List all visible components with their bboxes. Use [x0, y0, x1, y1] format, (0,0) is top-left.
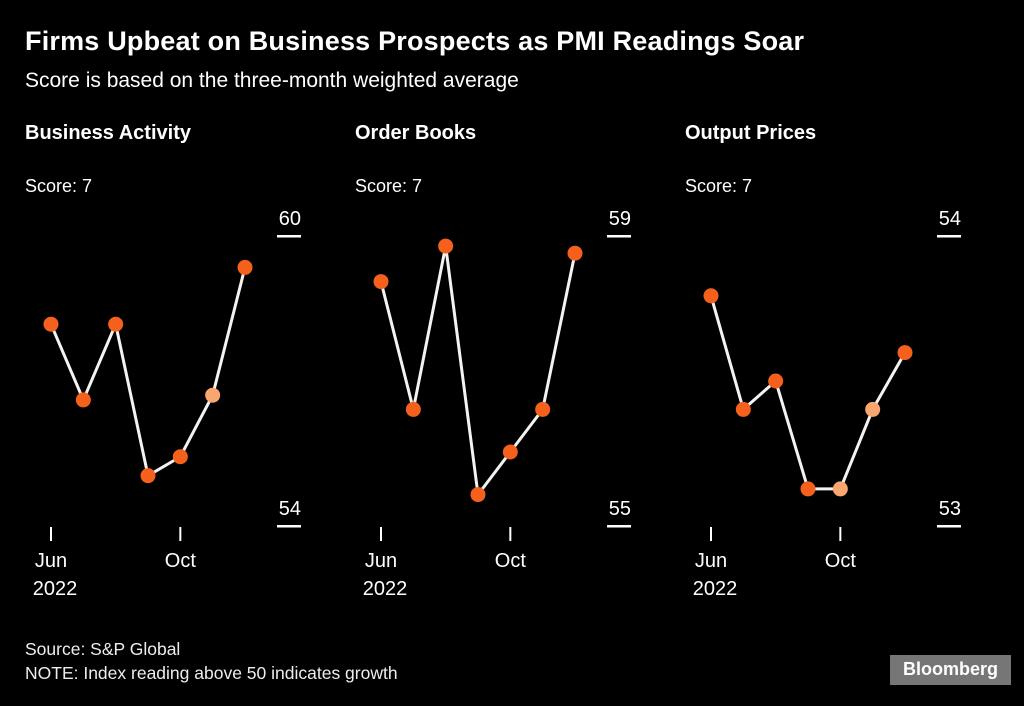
- y-axis-max-tick: [607, 235, 631, 238]
- y-axis-max-label: 60: [279, 208, 301, 230]
- score-label: Score: 7: [355, 176, 423, 197]
- x-axis-year-label: 2022: [33, 578, 78, 600]
- page-title: Firms Upbeat on Business Prospects as PM…: [25, 26, 805, 56]
- data-point: [800, 481, 816, 497]
- y-axis-min-label: 54: [279, 498, 301, 520]
- data-point: [108, 317, 124, 333]
- data-point-highlighted: [832, 481, 848, 497]
- footer-notes: Source: S&P Global NOTE: Index reading a…: [25, 637, 398, 685]
- data-point: [470, 487, 486, 503]
- y-axis-min-tick: [937, 525, 961, 528]
- data-point: [172, 449, 188, 465]
- y-axis-min-label: 55: [609, 498, 631, 520]
- bloomberg-logo: Bloomberg: [889, 655, 1011, 686]
- data-point: [373, 274, 389, 290]
- chart-header: Firms Upbeat on Business Prospects as PM…: [25, 26, 999, 94]
- order-books-line-chart: 59 55 Jun 2022 Oct: [363, 208, 631, 600]
- panel-business-activity: Business Activity Score: 7 60 54 Jun 2022 Oc…: [25, 122, 355, 603]
- data-point: [567, 246, 583, 262]
- x-axis-label: Oct: [165, 550, 197, 572]
- panel-title: Order Books: [355, 122, 477, 145]
- data-point: [43, 317, 59, 333]
- trend-line: [709, 294, 907, 491]
- data-point-highlighted: [205, 388, 221, 404]
- y-axis-max-label: 59: [609, 208, 631, 230]
- score-label: Score: 7: [25, 176, 93, 197]
- panel-order-books: Order Books Score: 7 59 55 Jun 2022 Oct: [355, 122, 685, 603]
- data-point: [438, 238, 454, 254]
- data-point: [502, 444, 518, 460]
- data-point: [535, 402, 551, 418]
- data-point-highlighted: [865, 402, 881, 418]
- data-point: [897, 345, 913, 361]
- data-point: [768, 373, 784, 389]
- x-axis-label: Jun: [365, 550, 397, 572]
- output-prices-line-chart: 54 53 Jun 2022 Oct: [693, 208, 961, 600]
- score-label: Score: 7: [685, 176, 753, 197]
- chart-panels: Business Activity Score: 7 60 54 Jun 2022 Oc…: [25, 122, 999, 603]
- y-axis-max-label: 54: [939, 208, 961, 230]
- y-axis-max-tick: [937, 235, 961, 238]
- x-axis-label: Oct: [495, 550, 527, 572]
- y-axis-min-tick: [607, 525, 631, 528]
- trend-line: [379, 244, 577, 497]
- panel-title: Business Activity: [25, 122, 191, 145]
- y-axis-min-tick: [277, 525, 301, 528]
- x-axis-label: Oct: [825, 550, 857, 572]
- data-point: [405, 402, 421, 418]
- data-point: [237, 260, 253, 276]
- x-axis-label: Jun: [35, 550, 67, 572]
- x-axis-year-label: 2022: [363, 578, 408, 600]
- y-axis-max-tick: [277, 235, 301, 238]
- source-note: Source: S&P Global: [25, 639, 181, 660]
- panel-output-prices: Output Prices Score: 7 54 53 Jun 2022 Oct: [685, 122, 1015, 603]
- panel-title: Output Prices: [685, 122, 817, 145]
- page-subtitle: Score is based on the three-month weight…: [25, 69, 519, 93]
- data-point: [735, 402, 751, 418]
- chart-footer: Source: S&P Global NOTE: Index reading a…: [25, 637, 1011, 686]
- trend-line: [49, 266, 247, 478]
- y-axis-min-label: 53: [939, 498, 961, 520]
- x-axis-label: Jun: [695, 550, 727, 572]
- data-point: [703, 288, 719, 304]
- data-point: [75, 392, 91, 408]
- data-point: [140, 468, 156, 484]
- business-activity-line-chart: 60 54 Jun 2022 Oct: [33, 208, 301, 600]
- growth-note: NOTE: Index reading above 50 indicates g…: [25, 663, 398, 684]
- x-axis-year-label: 2022: [693, 578, 738, 600]
